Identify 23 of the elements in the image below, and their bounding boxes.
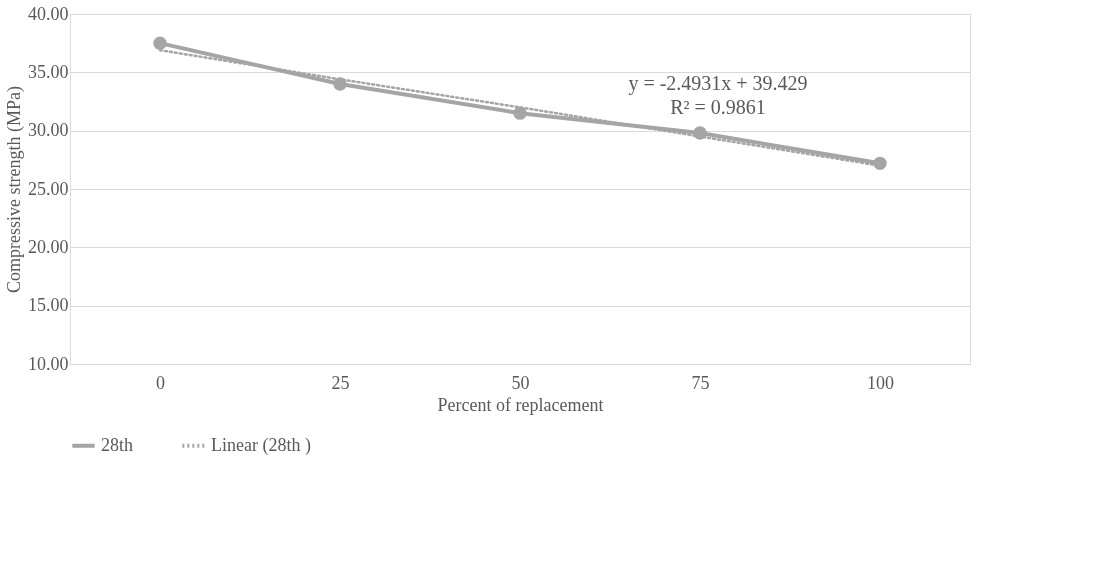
legend-label: 28th — [101, 434, 134, 455]
y-tick-label: 25.00 — [28, 178, 69, 199]
x-tick-label: 25 — [331, 372, 350, 393]
x-axis-title: Percent of replacement — [437, 394, 604, 415]
x-tick-label: 50 — [511, 372, 530, 393]
x-tick-label: 100 — [867, 372, 894, 393]
y-tick-label: 10.00 — [28, 353, 69, 374]
y-axis-title: Compressive strength (MPa) — [4, 86, 25, 293]
annotation: y = -2.4931x + 39.429 — [628, 72, 808, 95]
point — [513, 106, 527, 120]
y-tick-label: 15.00 — [28, 295, 69, 316]
y-tick-label: 40.00 — [28, 3, 69, 24]
legend-label: Linear (28th ) — [211, 434, 311, 456]
annotation: R² = 0.9861 — [670, 96, 766, 118]
y-tick-label: 20.00 — [28, 236, 69, 257]
x-tick-label: 75 — [691, 372, 710, 393]
y-tick-label: 30.00 — [28, 120, 69, 141]
point — [693, 126, 707, 140]
point — [153, 36, 167, 50]
point — [333, 77, 347, 91]
y-tick-label: 35.00 — [28, 61, 69, 82]
point — [873, 156, 887, 171]
x-tick-label: 0 — [156, 372, 165, 393]
